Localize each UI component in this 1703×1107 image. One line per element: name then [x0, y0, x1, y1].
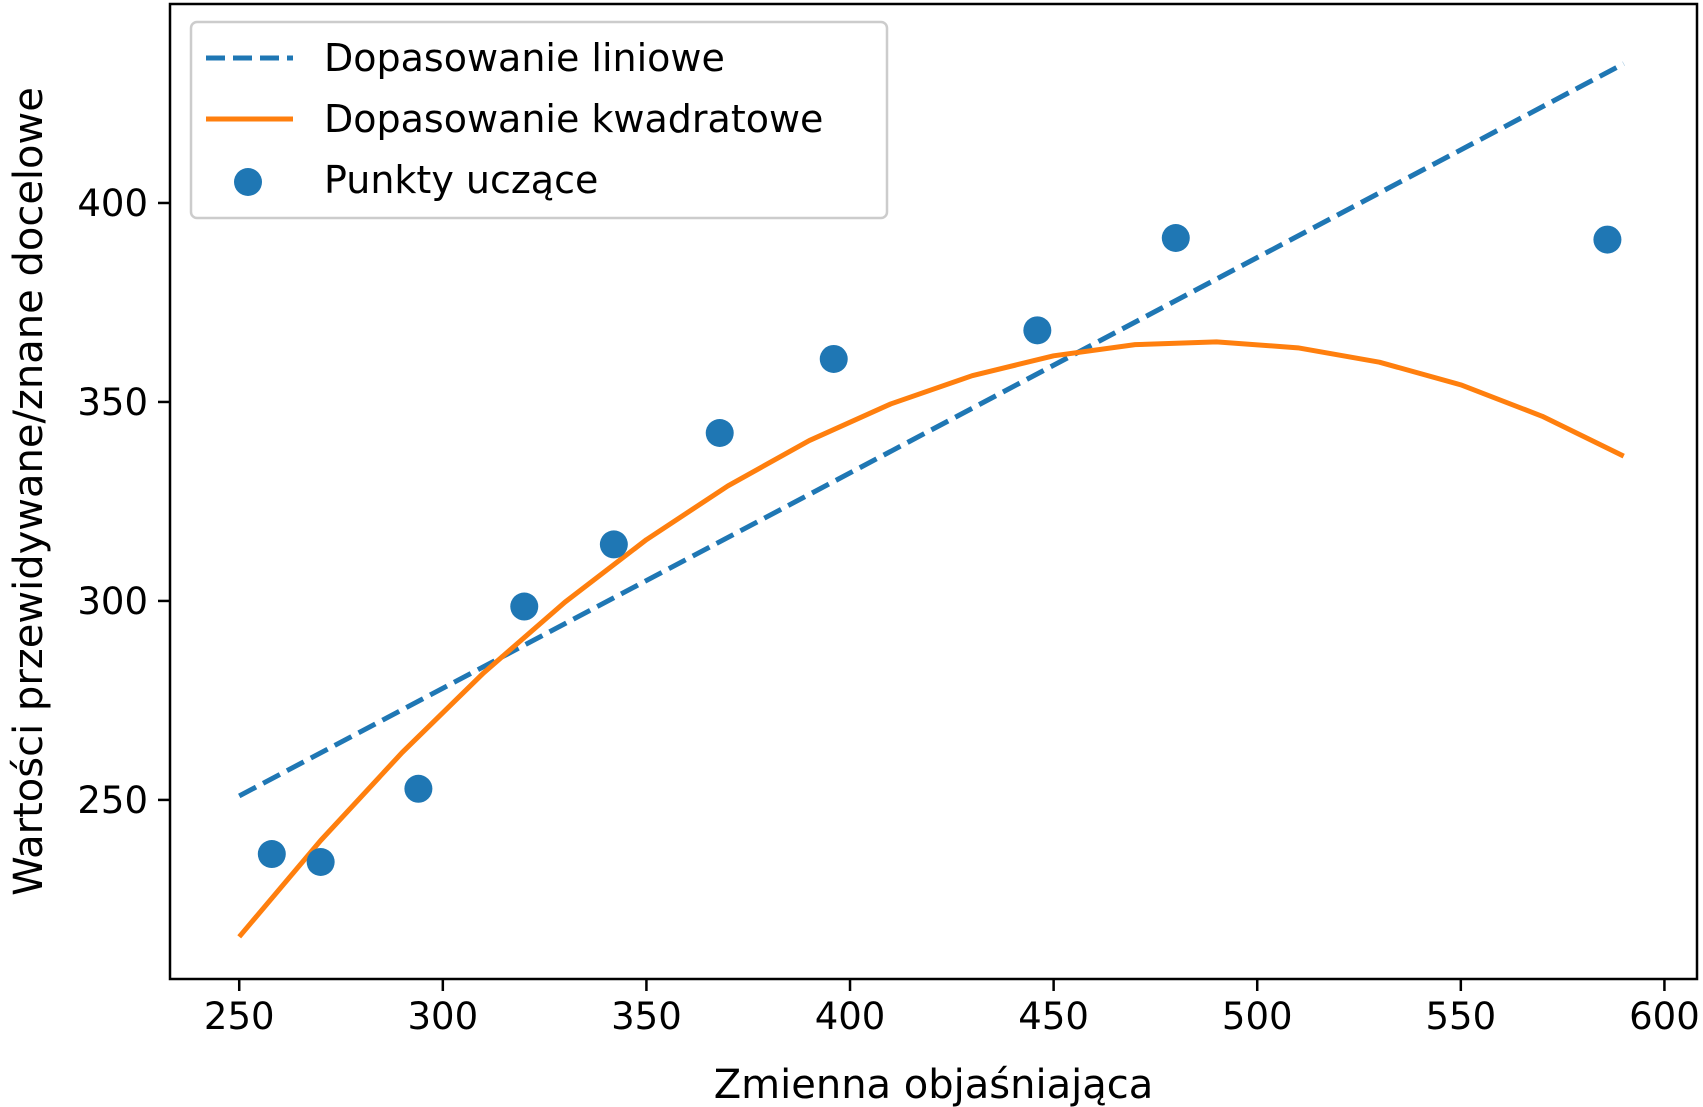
- data-point-6: [819, 344, 848, 373]
- data-point-0: [257, 840, 286, 869]
- x-tick-label-6: 550: [1426, 995, 1497, 1038]
- y-axis-label: Wartości przewidywane/znane docelowe: [6, 87, 52, 896]
- series-line-0: [238, 61, 1625, 799]
- data-point-4: [599, 530, 628, 559]
- legend-box: [189, 20, 889, 220]
- plot-marks: [237, 61, 1625, 939]
- data-point-7: [1023, 316, 1052, 345]
- x-axis-label: Zmienna objaśniająca: [714, 1062, 1153, 1107]
- x-tick-label-7: 600: [1629, 995, 1700, 1038]
- legend: Dopasowanie liniowe Dopasowanie kwadratow…: [189, 20, 889, 220]
- series-line-1: [237, 339, 1625, 939]
- x-tick-label-2: 350: [611, 995, 682, 1038]
- legend-label-2: Punkty uczące: [324, 158, 598, 202]
- x-tick-label-1: 300: [408, 995, 479, 1038]
- legend-label-1: Dopasowanie kwadratowe: [324, 97, 823, 141]
- data-point-3: [510, 592, 539, 621]
- x-tick-label-3: 400: [815, 995, 886, 1038]
- y-axis-ticks: 250 300 350 400: [77, 182, 170, 822]
- plot-frame: [168, 2, 1699, 981]
- y-tick-label-3: 400: [77, 182, 148, 225]
- x-axis-ticks: 250 300 350 400 450 500 550 600: [204, 979, 1700, 1038]
- data-point-2: [404, 774, 433, 803]
- data-point-1: [306, 848, 335, 876]
- y-tick-label-2: 350: [77, 381, 148, 424]
- x-tick-label-5: 500: [1222, 995, 1293, 1038]
- legend-entries: Dopasowanie liniowe Dopasowanie kwadratow…: [206, 36, 823, 202]
- legend-swatch-2: [234, 168, 262, 196]
- legend-label-0: Dopasowanie liniowe: [324, 36, 725, 80]
- data-point-5: [705, 419, 734, 447]
- data-point-9: [1593, 225, 1622, 254]
- y-tick-label-0: 250: [77, 779, 148, 822]
- x-tick-label-4: 450: [1018, 995, 1089, 1038]
- data-point-8: [1161, 224, 1190, 252]
- y-tick-label-1: 300: [77, 580, 148, 623]
- x-tick-label-0: 250: [204, 995, 275, 1038]
